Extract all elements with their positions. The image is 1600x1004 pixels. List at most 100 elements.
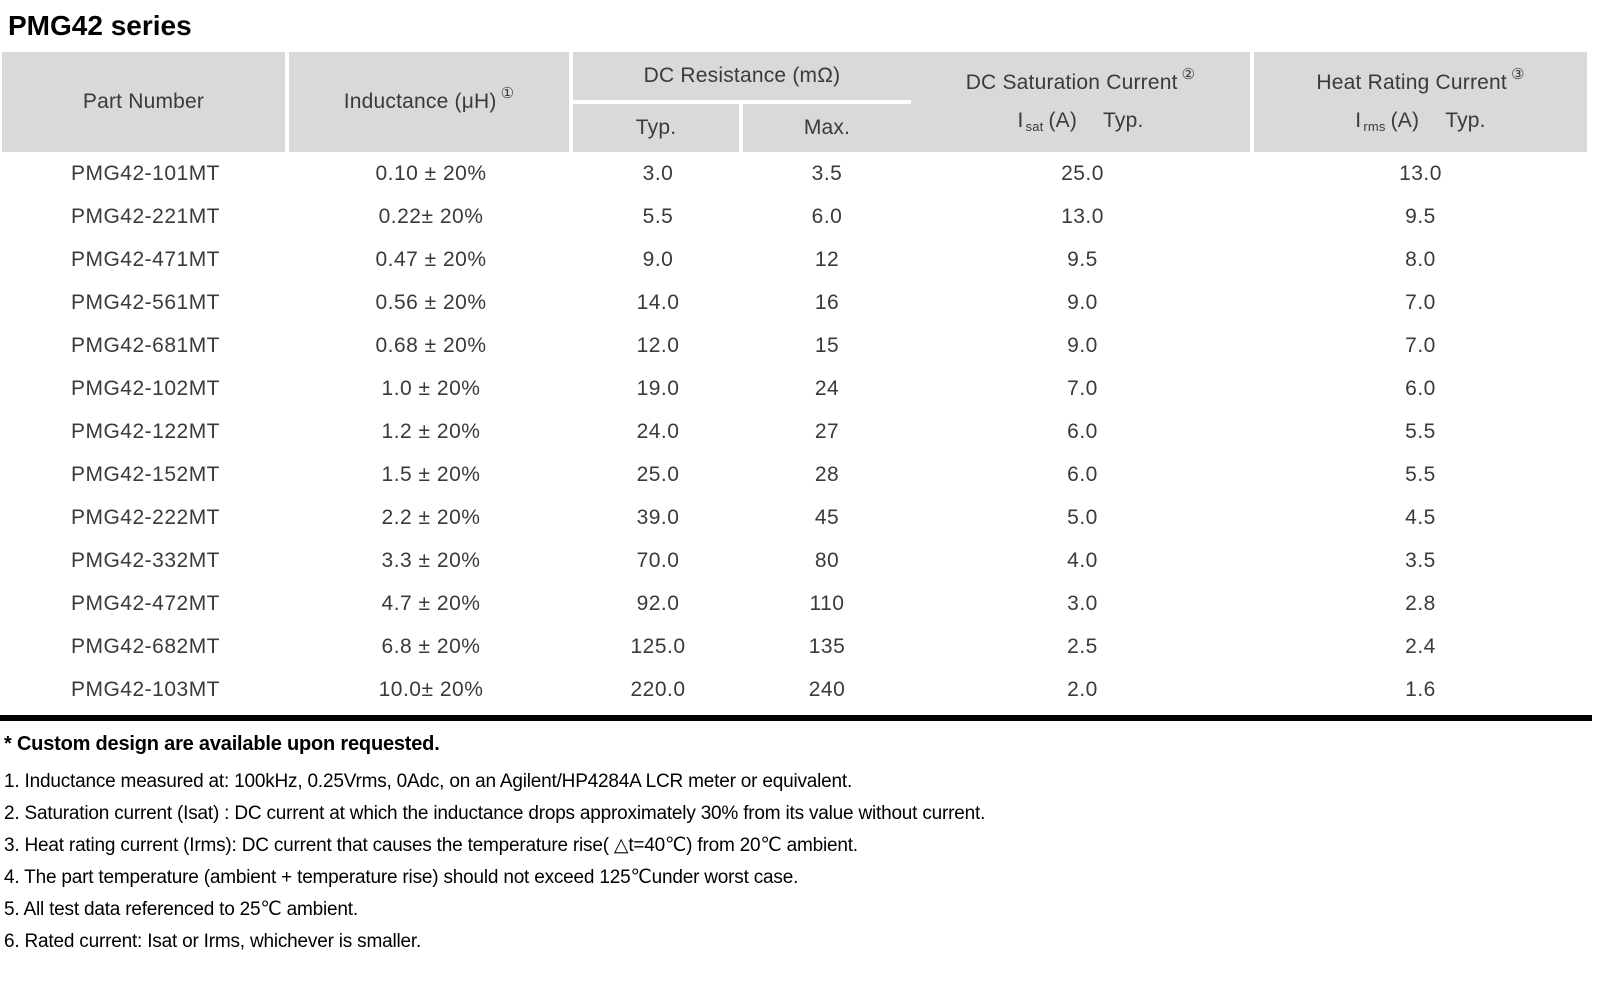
cell-irms: 2.4 bbox=[1405, 634, 1436, 658]
cell-isat: 3.0 bbox=[1067, 591, 1098, 615]
cell-irms: 5.5 bbox=[1405, 462, 1436, 486]
isat-units-line: I sat (A) Typ. bbox=[1017, 109, 1143, 134]
cell-dcr-typ: 12.0 bbox=[636, 333, 680, 357]
col-header-dcr-max: Max. bbox=[743, 104, 911, 152]
table-row: PMG42-561MT 0.56 ± 20% 14.0 16 9.0 7.0 bbox=[2, 281, 1587, 324]
cell-dcr-max: 27 bbox=[814, 419, 840, 443]
cell-isat: 4.0 bbox=[1067, 548, 1098, 572]
cell-irms: 7.0 bbox=[1405, 290, 1436, 314]
table-row: PMG42-471MT 0.47 ± 20% 9.0 12 9.5 8.0 bbox=[2, 238, 1587, 281]
footnote-line: 6. Rated current: Isat or Irms, whicheve… bbox=[4, 931, 422, 952]
cell-dcr-max: 240 bbox=[808, 677, 846, 701]
cell-part-number: PMG42-682MT bbox=[70, 634, 221, 658]
dc-resistance-label: DC Resistance (mΩ) bbox=[643, 64, 841, 87]
cell-inductance: 1.5 ± 20% bbox=[381, 462, 481, 486]
cell-dcr-typ: 70.0 bbox=[636, 548, 680, 572]
heat-rating-label: Heat Rating Current bbox=[1316, 70, 1507, 94]
part-number-label: Part Number bbox=[82, 90, 205, 113]
cell-isat: 6.0 bbox=[1067, 419, 1098, 443]
cell-dcr-typ: 5.5 bbox=[642, 204, 674, 228]
cell-part-number: PMG42-101MT bbox=[70, 161, 221, 185]
dcr-max-label: Max. bbox=[803, 116, 851, 139]
cell-isat: 7.0 bbox=[1067, 376, 1098, 400]
cell-irms: 6.0 bbox=[1405, 376, 1436, 400]
cell-isat: 6.0 bbox=[1067, 462, 1098, 486]
table-row: PMG42-222MT 2.2 ± 20% 39.0 45 5.0 4.5 bbox=[2, 496, 1587, 539]
dcr-typ-label: Typ. bbox=[635, 116, 677, 139]
cell-inductance: 0.10 ± 20% bbox=[375, 161, 487, 185]
cell-part-number: PMG42-332MT bbox=[70, 548, 221, 572]
cell-dcr-max: 28 bbox=[814, 462, 840, 486]
isat-unit: (A) bbox=[1048, 109, 1078, 133]
table-bottom-rule bbox=[0, 715, 1592, 721]
cell-irms: 3.5 bbox=[1405, 548, 1436, 572]
cell-dcr-typ: 24.0 bbox=[636, 419, 680, 443]
cell-isat: 25.0 bbox=[1061, 161, 1104, 185]
cell-part-number: PMG42-152MT bbox=[70, 462, 221, 486]
cell-part-number: PMG42-472MT bbox=[70, 591, 221, 615]
table-row: PMG42-122MT 1.2 ± 20% 24.0 27 6.0 5.5 bbox=[2, 410, 1587, 453]
cell-part-number: PMG42-102MT bbox=[70, 376, 221, 400]
cell-dcr-max: 135 bbox=[808, 634, 846, 658]
cell-inductance: 0.56 ± 20% bbox=[375, 290, 487, 314]
cell-dcr-max: 16 bbox=[814, 290, 840, 314]
cell-isat: 5.0 bbox=[1067, 505, 1098, 529]
heat-rating-title-line: Heat Rating Current ③ bbox=[1316, 66, 1524, 95]
cell-dcr-max: 6.0 bbox=[811, 204, 843, 228]
cell-isat: 9.5 bbox=[1067, 247, 1098, 271]
footnote-ref-3-icon: ③ bbox=[1510, 65, 1525, 83]
table-row: PMG42-103MT 10.0± 20% 220.0 240 2.0 1.6 bbox=[2, 668, 1587, 711]
cell-irms: 2.8 bbox=[1405, 591, 1436, 615]
col-group-dc-resistance: DC Resistance (mΩ) Typ. Max. bbox=[573, 52, 911, 152]
cell-part-number: PMG42-103MT bbox=[70, 677, 221, 701]
cell-inductance: 1.0 ± 20% bbox=[381, 376, 481, 400]
table-row: PMG42-221MT 0.22± 20% 5.5 6.0 13.0 9.5 bbox=[2, 195, 1587, 238]
table-row: PMG42-101MT 0.10 ± 20% 3.0 3.5 25.0 13.0 bbox=[2, 152, 1587, 195]
cell-irms: 5.5 bbox=[1405, 419, 1436, 443]
irms-symbol: I bbox=[1355, 109, 1362, 133]
col-header-heat-rating-current: Heat Rating Current ③ I rms (A) Typ. bbox=[1254, 52, 1587, 152]
cell-dcr-typ: 92.0 bbox=[636, 591, 680, 615]
cell-inductance: 10.0± 20% bbox=[378, 677, 484, 701]
cell-part-number: PMG42-561MT bbox=[70, 290, 221, 314]
cell-dcr-typ: 125.0 bbox=[630, 634, 686, 658]
cell-inductance: 6.8 ± 20% bbox=[381, 634, 481, 658]
cell-dcr-typ: 3.0 bbox=[642, 161, 674, 185]
cell-dcr-max: 15 bbox=[814, 333, 840, 357]
cell-inductance: 2.2 ± 20% bbox=[381, 505, 481, 529]
cell-isat: 9.0 bbox=[1067, 290, 1098, 314]
cell-part-number: PMG42-471MT bbox=[70, 247, 221, 271]
inductance-label: Inductance (μH) bbox=[343, 90, 497, 113]
footnote-line: 5. All test data referenced to 25℃ ambie… bbox=[4, 899, 358, 920]
cell-inductance: 4.7 ± 20% bbox=[381, 591, 481, 615]
cell-dcr-max: 12 bbox=[814, 247, 840, 271]
col-header-dc-resistance: DC Resistance (mΩ) bbox=[573, 52, 911, 104]
cell-part-number: PMG42-122MT bbox=[70, 419, 221, 443]
cell-isat: 13.0 bbox=[1061, 204, 1104, 228]
cell-part-number: PMG42-681MT bbox=[70, 333, 221, 357]
isat-symbol: I bbox=[1017, 109, 1024, 133]
footnote-line: 4. The part temperature (ambient + tempe… bbox=[4, 867, 799, 888]
table-header: Part Number Inductance (μH) ① DC Resista… bbox=[2, 52, 1587, 152]
cell-isat: 2.5 bbox=[1067, 634, 1098, 658]
irms-unit: (A) bbox=[1390, 109, 1420, 133]
cell-dcr-typ: 220.0 bbox=[630, 677, 686, 701]
cell-dcr-max: 3.5 bbox=[811, 161, 843, 185]
cell-inductance: 0.68 ± 20% bbox=[375, 333, 487, 357]
cell-dcr-max: 110 bbox=[809, 591, 845, 615]
table-row: PMG42-472MT 4.7 ± 20% 92.0 110 3.0 2.8 bbox=[2, 582, 1587, 625]
dc-saturation-label: DC Saturation Current bbox=[965, 70, 1178, 94]
cell-inductance: 0.47 ± 20% bbox=[375, 247, 487, 271]
irms-units-line: I rms (A) Typ. bbox=[1355, 109, 1485, 134]
cell-part-number: PMG42-221MT bbox=[70, 204, 221, 228]
table-row: PMG42-152MT 1.5 ± 20% 25.0 28 6.0 5.5 bbox=[2, 453, 1587, 496]
dc-saturation-title-line: DC Saturation Current ② bbox=[965, 66, 1196, 95]
table-row: PMG42-681MT 0.68 ± 20% 12.0 15 9.0 7.0 bbox=[2, 324, 1587, 367]
parts-spec-table: Part Number Inductance (μH) ① DC Resista… bbox=[2, 52, 1587, 711]
table-row: PMG42-332MT 3.3 ± 20% 70.0 80 4.0 3.5 bbox=[2, 539, 1587, 582]
cell-isat: 2.0 bbox=[1067, 677, 1098, 701]
footnote-line: 3. Heat rating current (Irms): DC curren… bbox=[4, 835, 858, 856]
col-header-inductance: Inductance (μH) ① bbox=[289, 52, 573, 152]
footnote-ref-1-icon: ① bbox=[500, 85, 515, 102]
cell-dcr-max: 45 bbox=[814, 505, 840, 529]
